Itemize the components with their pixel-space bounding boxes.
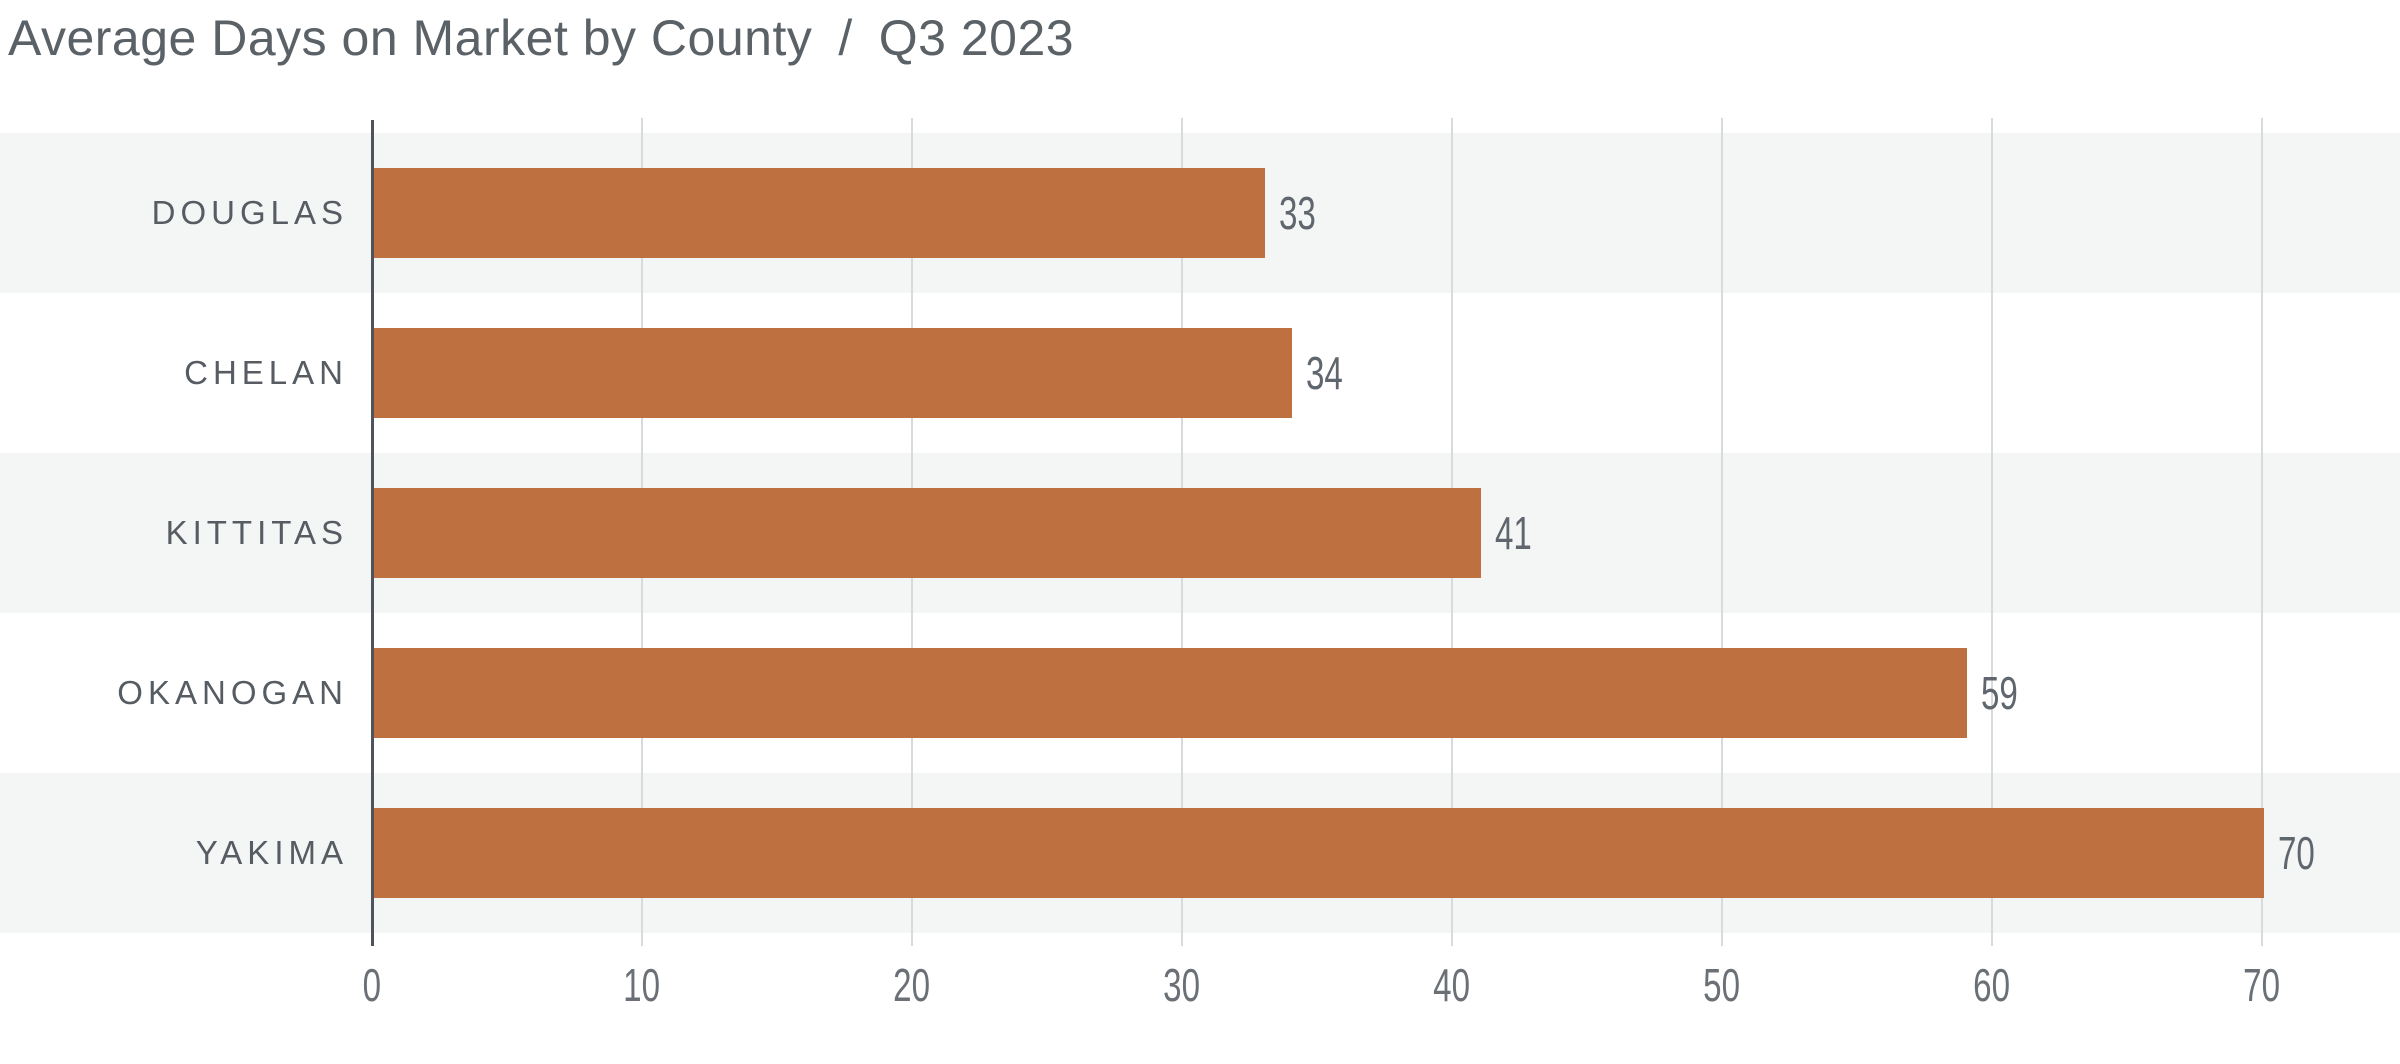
category-label: KITTITAS [165,514,348,551]
chart-title-text: Average Days on Market by County [8,10,813,66]
bar [374,648,1967,738]
bar [374,808,2264,898]
chart-title: Average Days on Market by County / Q3 2023 [8,8,1074,68]
value-label-text: 33 [1279,187,1316,239]
x-tick-label-text: 30 [1163,959,1201,1011]
x-tick-label: 10 [562,960,722,1010]
x-tick-label: 70 [2182,960,2342,1010]
category-label: CHELAN [184,354,348,391]
bar [374,328,1292,418]
bar [374,168,1265,258]
category-label: YAKIMA [195,834,348,871]
x-tick-label: 0 [292,960,452,1010]
x-tick-label: 50 [1642,960,1802,1010]
value-label-text: 34 [1306,347,1343,399]
value-label: 70 [2278,773,2329,933]
category-label: OKANOGAN [117,674,348,711]
x-tick-label-text: 50 [1703,959,1741,1011]
value-label-text: 41 [1495,507,1532,559]
x-tick-label-text: 10 [623,959,661,1011]
value-label: 33 [1279,133,1330,293]
value-label: 59 [1981,613,2032,773]
x-tick-label: 20 [832,960,992,1010]
category-label: DOUGLAS [151,194,348,231]
x-tick-label-text: 60 [1973,959,2011,1011]
value-label-text: 70 [2278,827,2315,879]
x-tick-label-text: 0 [362,959,382,1011]
gridline [1721,118,1723,946]
x-tick-label: 60 [1912,960,2072,1010]
value-label: 34 [1306,293,1357,453]
x-tick-label-text: 20 [893,959,931,1011]
x-tick-label-text: 40 [1433,959,1471,1011]
chart-period: Q3 2023 [878,10,1075,66]
y-axis-line [371,120,374,946]
gridline [2261,118,2263,946]
value-label-text: 59 [1981,667,2018,719]
x-tick-label: 30 [1102,960,1262,1010]
chart-title-separator: / [838,10,853,66]
bar [374,488,1481,578]
x-tick-label: 40 [1372,960,1532,1010]
value-label: 41 [1495,453,1546,613]
gridline [1991,118,1993,946]
x-tick-label-text: 70 [2243,959,2281,1011]
